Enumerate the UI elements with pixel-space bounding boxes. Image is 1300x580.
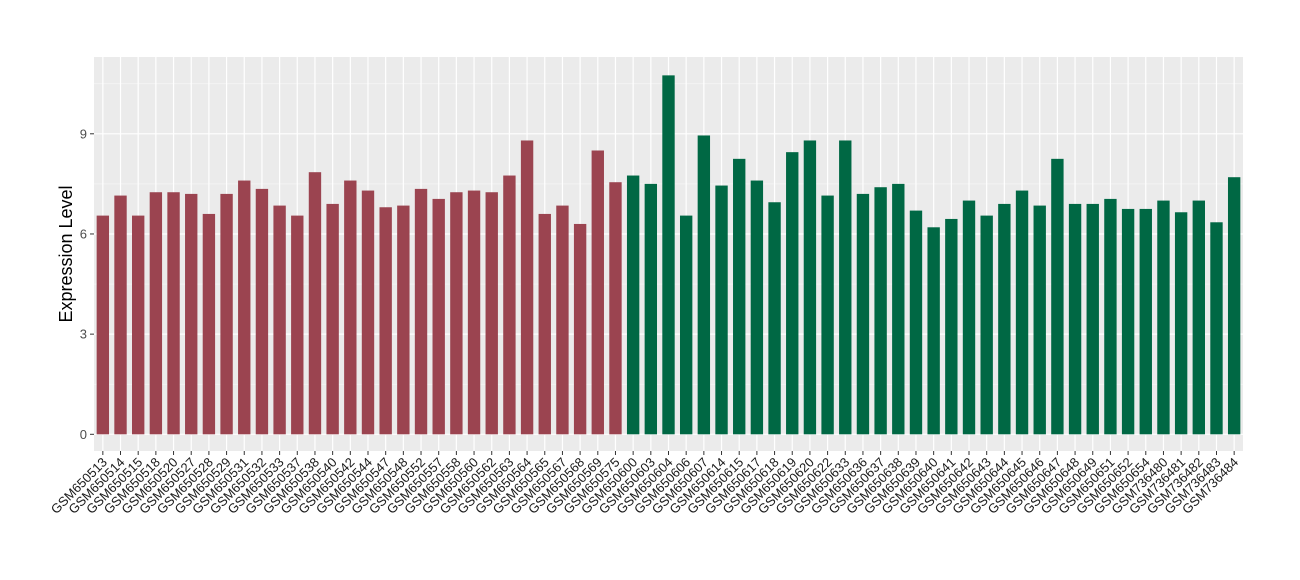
bar-GSM650544 [361,190,375,435]
bar-GSM650607 [697,135,711,435]
bar-GSM650636 [856,193,870,435]
bar-GSM650563 [503,175,516,435]
bar-GSM650638 [892,183,905,435]
bar-GSM736484 [1227,177,1241,435]
bar-GSM650617 [750,180,764,435]
bar-GSM650642 [962,200,976,435]
bar-GSM736481 [1174,212,1188,435]
y-tick-label: 6 [80,226,87,241]
bar-GSM650552 [414,188,428,435]
bar-GSM650615 [733,158,746,435]
bar-GSM650518 [149,192,163,435]
bar-GSM650562 [485,192,498,435]
bar-GSM736480 [1157,200,1170,435]
bar-GSM650640 [927,227,940,435]
y-tick-label: 9 [80,126,87,141]
bar-GSM650641 [945,218,958,435]
bar-GSM650645 [1015,190,1029,435]
bar-GSM650542 [344,180,357,435]
bar-GSM650547 [379,207,392,435]
x-axis: GSM650513GSM650514GSM650515GSM650518GSM6… [48,451,1241,517]
bar-GSM650618 [768,202,781,435]
bar-GSM650600 [626,175,640,435]
bar-GSM650643 [980,215,993,435]
bar-GSM650619 [786,152,799,435]
bar-GSM650564 [520,140,534,435]
y-axis-title: Expression Level [56,185,76,322]
bar-GSM650614 [715,185,728,435]
bar-GSM736483 [1210,222,1223,435]
bar-GSM650604 [662,75,675,435]
bar-GSM650639 [909,210,923,435]
bar-GSM650557 [432,198,445,435]
bar-GSM650529 [220,193,233,435]
y-tick-label: 3 [80,327,87,342]
bar-GSM650651 [1104,198,1117,435]
bar-GSM650654 [1139,208,1152,435]
bar-GSM650515 [132,215,145,435]
bar-GSM650540 [326,203,339,435]
bar-GSM650622 [821,195,834,435]
bar-GSM736482 [1192,200,1205,435]
bar-GSM650633 [839,140,852,435]
bar-GSM650520 [167,192,180,435]
bar-GSM650538 [308,172,322,435]
bar-GSM650644 [998,203,1011,435]
bar-GSM650648 [1068,203,1082,435]
y-tick-label: 0 [80,427,87,442]
bar-GSM650513 [96,215,110,435]
bar-GSM650568 [573,223,587,435]
bar-GSM650533 [273,205,286,435]
bar-GSM650652 [1121,208,1135,435]
bar-GSM650537 [291,215,304,435]
bar-GSM650527 [185,193,198,435]
bar-GSM650575 [609,182,622,435]
bar-GSM650569 [591,150,604,435]
bar-GSM650603 [644,183,658,435]
bar-GSM650528 [202,213,216,435]
bar-GSM650560 [467,190,481,435]
bars [96,75,1241,435]
bar-GSM650558 [450,192,463,435]
bar-GSM650532 [255,188,269,435]
y-axis: 0 3 6 9 [80,126,94,442]
bar-GSM650620 [803,140,817,435]
bar-GSM650514 [114,195,127,435]
bar-GSM650567 [556,205,569,435]
bar-GSM650548 [397,205,410,435]
bar-GSM650646 [1033,205,1046,435]
bar-GSM650531 [238,180,251,435]
bar-GSM650565 [538,213,551,435]
bar-GSM650647 [1051,158,1064,435]
bar-GSM650606 [679,215,693,435]
bar-GSM650637 [874,187,887,435]
bar-GSM650649 [1086,203,1099,435]
